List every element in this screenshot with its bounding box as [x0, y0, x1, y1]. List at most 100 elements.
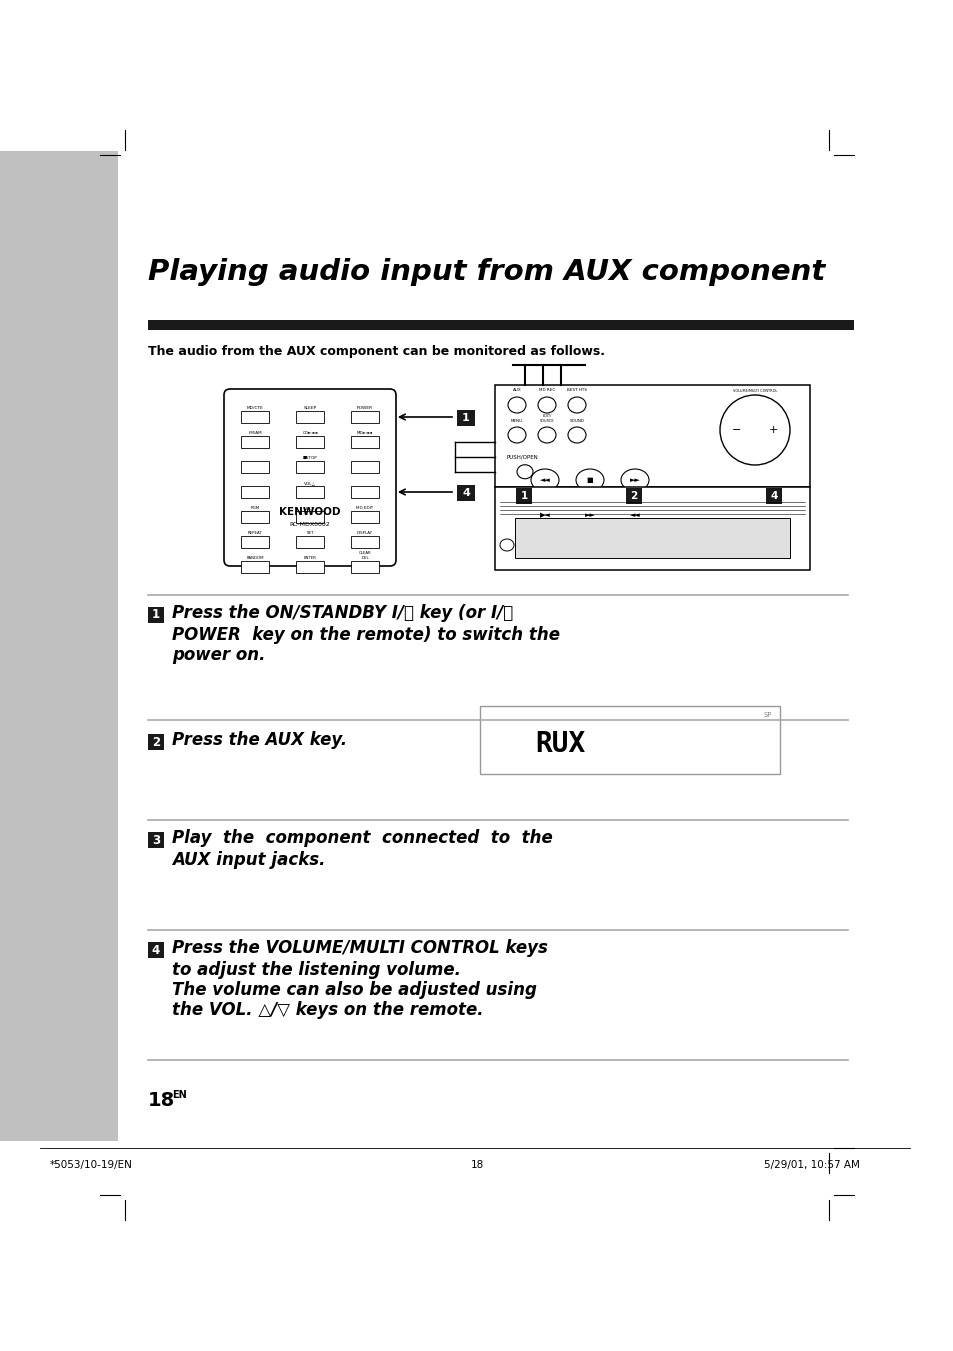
Text: 4: 4 [769, 490, 777, 501]
Text: EDIT/
SOURCE: EDIT/ SOURCE [539, 415, 554, 423]
Text: SP: SP [762, 712, 771, 717]
Ellipse shape [517, 465, 533, 478]
Text: REPEAT: REPEAT [248, 531, 262, 535]
Text: PUSH/OPEN: PUSH/OPEN [506, 454, 538, 459]
Text: 1: 1 [461, 413, 470, 423]
Text: −: − [732, 426, 740, 435]
Text: Playing audio input from AUX component: Playing audio input from AUX component [148, 258, 824, 286]
Text: AUX input jacks.: AUX input jacks. [172, 851, 325, 869]
Bar [241, 561, 269, 573]
Text: 2: 2 [630, 490, 637, 501]
Text: the VOL. △/▽ keys on the remote.: the VOL. △/▽ keys on the remote. [172, 1001, 483, 1019]
Text: Press the AUX key.: Press the AUX key. [172, 731, 347, 748]
Text: VOL▽: VOL▽ [304, 507, 315, 509]
Bar [295, 536, 324, 549]
Ellipse shape [576, 469, 603, 490]
Text: PGM: PGM [250, 507, 259, 509]
Bar [495, 385, 809, 486]
Bar [456, 485, 475, 501]
Bar [295, 461, 324, 473]
Text: ■: ■ [586, 477, 593, 484]
Bar [625, 488, 641, 504]
Text: 18: 18 [148, 1090, 175, 1109]
Text: SLEEP: SLEEP [303, 407, 316, 409]
Text: 5/29/01, 10:57 AM: 5/29/01, 10:57 AM [763, 1161, 859, 1170]
Text: Press the VOLUME/MULTI CONTROL keys: Press the VOLUME/MULTI CONTROL keys [172, 939, 547, 957]
Ellipse shape [537, 397, 556, 413]
Ellipse shape [567, 427, 585, 443]
Text: The volume can also be adjusted using: The volume can also be adjusted using [172, 981, 537, 998]
Bar [351, 511, 378, 523]
Bar [295, 511, 324, 523]
Ellipse shape [576, 504, 603, 526]
Text: 2: 2 [152, 735, 160, 748]
Text: The audio from the AUX component can be monitored as follows.: The audio from the AUX component can be … [148, 345, 604, 358]
Bar [148, 734, 164, 750]
Text: MD/CTE: MD/CTE [246, 407, 263, 409]
Text: *5053/10-19/EN: *5053/10-19/EN [50, 1161, 132, 1170]
Bar [515, 517, 789, 558]
Text: ►►: ►► [629, 477, 639, 484]
Text: 1: 1 [152, 608, 160, 621]
Ellipse shape [531, 469, 558, 490]
Bar [351, 436, 378, 449]
Bar [241, 511, 269, 523]
Bar [351, 411, 378, 423]
Text: ◄◄: ◄◄ [629, 512, 639, 517]
Text: ENTER: ENTER [303, 557, 316, 561]
Text: 3: 3 [152, 834, 160, 847]
Text: VOLUME/MULTI CONTROL: VOLUME/MULTI CONTROL [732, 389, 777, 393]
Bar [495, 486, 809, 570]
Bar [456, 409, 475, 426]
Text: EN: EN [172, 1090, 187, 1100]
Text: MD EDIT: MD EDIT [356, 507, 374, 509]
Bar [241, 486, 269, 499]
Text: RUX: RUX [535, 730, 584, 758]
Bar [765, 488, 781, 504]
Text: 18: 18 [470, 1161, 483, 1170]
Text: Press the ON/STANDBY Ⅰ/⌛ key (or Ⅰ/⌛: Press the ON/STANDBY Ⅰ/⌛ key (or Ⅰ/⌛ [172, 604, 513, 621]
Bar [295, 436, 324, 449]
Bar [295, 561, 324, 573]
Bar [0, 151, 118, 1142]
Text: BEST HTS: BEST HTS [566, 388, 586, 392]
Ellipse shape [507, 427, 525, 443]
Ellipse shape [507, 397, 525, 413]
Text: ■STOP: ■STOP [302, 457, 317, 459]
Text: FM/AM: FM/AM [248, 431, 261, 435]
Bar [148, 832, 164, 848]
Text: KENWOOD: KENWOOD [279, 507, 340, 517]
Text: to adjust the listening volume.: to adjust the listening volume. [172, 961, 460, 979]
Text: power on.: power on. [172, 646, 265, 663]
Bar [241, 436, 269, 449]
Text: DISPLAY: DISPLAY [356, 531, 373, 535]
Text: POWER: POWER [356, 407, 373, 409]
Text: ►►: ►► [584, 512, 595, 517]
Text: ▶◄: ▶◄ [539, 512, 550, 517]
Text: MD REC: MD REC [538, 388, 555, 392]
Ellipse shape [531, 504, 558, 526]
Text: CD►◄◄: CD►◄◄ [302, 431, 317, 435]
Text: Play  the  component  connected  to  the: Play the component connected to the [172, 830, 552, 847]
Bar [351, 536, 378, 549]
Bar [241, 461, 269, 473]
Bar [351, 561, 378, 573]
Text: SET: SET [306, 531, 314, 535]
Bar [148, 320, 853, 330]
Ellipse shape [499, 539, 514, 551]
Ellipse shape [537, 427, 556, 443]
Text: CLEAR
DEL: CLEAR DEL [358, 551, 371, 561]
Bar [241, 411, 269, 423]
Text: SOUND: SOUND [569, 419, 584, 423]
Text: 4: 4 [461, 488, 470, 499]
Text: MD►◄◄: MD►◄◄ [356, 431, 373, 435]
Text: POWER  key on the remote) to switch the: POWER key on the remote) to switch the [172, 626, 559, 644]
Bar [148, 607, 164, 623]
Text: 1: 1 [519, 490, 527, 501]
Bar [241, 536, 269, 549]
Text: +: + [767, 426, 777, 435]
Text: ◄◄: ◄◄ [539, 477, 550, 484]
Text: 4: 4 [152, 943, 160, 957]
Text: RC-MDX0002: RC-MDX0002 [290, 523, 330, 527]
Bar [479, 707, 780, 774]
